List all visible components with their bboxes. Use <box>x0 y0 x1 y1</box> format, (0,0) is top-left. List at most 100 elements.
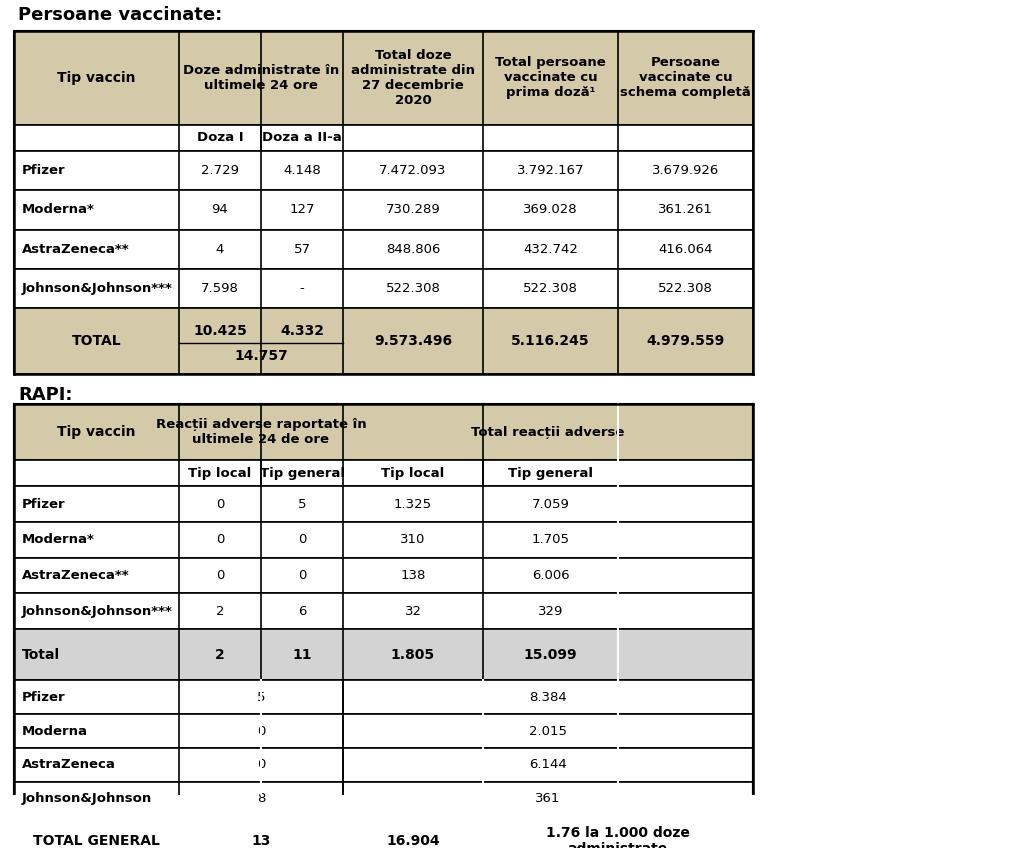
Text: 2.729: 2.729 <box>201 164 239 177</box>
Bar <box>14 748 753 782</box>
Text: 730.289: 730.289 <box>386 204 440 216</box>
Text: AstraZeneca**: AstraZeneca** <box>22 243 130 256</box>
Text: Total: Total <box>22 648 60 661</box>
Text: 15.099: 15.099 <box>523 648 578 661</box>
Text: Doza I: Doza I <box>197 131 244 144</box>
Text: AstraZeneca: AstraZeneca <box>22 758 116 772</box>
Text: Tip local: Tip local <box>381 466 444 480</box>
Bar <box>14 816 753 848</box>
Text: 369.028: 369.028 <box>523 204 578 216</box>
Text: 0: 0 <box>216 533 224 546</box>
Bar <box>14 487 753 522</box>
Bar <box>14 782 753 816</box>
Text: Johnson&Johnson***: Johnson&Johnson*** <box>22 282 173 295</box>
Text: 2: 2 <box>215 648 225 661</box>
Bar <box>14 594 753 629</box>
Text: 7.598: 7.598 <box>201 282 239 295</box>
Text: Total persoane
vaccinate cu
prima doză¹: Total persoane vaccinate cu prima doză¹ <box>496 56 606 99</box>
Text: 522.308: 522.308 <box>386 282 440 295</box>
Text: Doze administrate în
ultimele 24 ore: Doze administrate în ultimele 24 ore <box>183 64 339 92</box>
Text: 416.064: 416.064 <box>658 243 713 256</box>
Text: Total doze
administrate din
27 decembrie
2020: Total doze administrate din 27 decembrie… <box>351 49 475 107</box>
Bar <box>14 125 753 151</box>
Text: 310: 310 <box>400 533 426 546</box>
Text: Pfizer: Pfizer <box>22 691 66 704</box>
Text: 14.757: 14.757 <box>234 349 288 363</box>
Text: 1.705: 1.705 <box>531 533 569 546</box>
Bar <box>14 680 753 714</box>
Text: 32: 32 <box>404 605 422 617</box>
Text: 8.384: 8.384 <box>529 691 567 704</box>
Bar <box>14 309 753 374</box>
Text: Moderna*: Moderna* <box>22 533 95 546</box>
Text: 5: 5 <box>298 498 306 510</box>
Text: RAPI:: RAPI: <box>18 386 73 404</box>
Bar <box>14 460 753 487</box>
Bar <box>14 269 753 309</box>
Text: 4: 4 <box>216 243 224 256</box>
Text: 138: 138 <box>400 569 426 582</box>
Text: 0: 0 <box>257 724 265 738</box>
Bar <box>14 714 753 748</box>
Text: Johnson&Johnson: Johnson&Johnson <box>22 792 153 805</box>
Text: Tip vaccin: Tip vaccin <box>57 425 136 439</box>
Text: 94: 94 <box>212 204 228 216</box>
Text: Moderna*: Moderna* <box>22 204 95 216</box>
Text: 10.425: 10.425 <box>194 324 247 338</box>
Bar <box>14 558 753 594</box>
Text: 5: 5 <box>257 691 265 704</box>
Text: 1.76 la 1.000 doze
administrate: 1.76 la 1.000 doze administrate <box>546 826 690 848</box>
Text: 0: 0 <box>216 569 224 582</box>
Text: 6: 6 <box>298 605 306 617</box>
Text: TOTAL: TOTAL <box>72 334 121 349</box>
Bar <box>14 404 753 848</box>
Text: 9.573.496: 9.573.496 <box>374 334 452 349</box>
Text: Tip vaccin: Tip vaccin <box>57 70 136 85</box>
Text: Reacții adverse raportate în
ultimele 24 de ore: Reacții adverse raportate în ultimele 24… <box>156 418 367 446</box>
Text: 848.806: 848.806 <box>386 243 440 256</box>
Text: Doza a II-a: Doza a II-a <box>262 131 342 144</box>
Text: 0: 0 <box>298 569 306 582</box>
Text: 361: 361 <box>536 792 561 805</box>
Text: 11: 11 <box>292 648 311 661</box>
Text: 3.792.167: 3.792.167 <box>517 164 585 177</box>
Text: Tip general: Tip general <box>508 466 593 480</box>
Bar <box>14 230 753 269</box>
Text: 522.308: 522.308 <box>658 282 713 295</box>
Text: Moderna: Moderna <box>22 724 88 738</box>
Text: 0: 0 <box>257 758 265 772</box>
Text: 2: 2 <box>216 605 224 617</box>
Text: 432.742: 432.742 <box>523 243 578 256</box>
Text: 6.144: 6.144 <box>529 758 567 772</box>
Text: 0: 0 <box>216 498 224 510</box>
Text: 4.979.559: 4.979.559 <box>646 334 725 349</box>
Text: 5.116.245: 5.116.245 <box>511 334 590 349</box>
Text: Johnson&Johnson***: Johnson&Johnson*** <box>22 605 173 617</box>
Text: Persoane
vaccinate cu
schema completă: Persoane vaccinate cu schema completă <box>621 56 751 99</box>
Text: 0: 0 <box>298 533 306 546</box>
Text: Pfizer: Pfizer <box>22 164 66 177</box>
Bar <box>14 31 753 125</box>
Text: TOTAL GENERAL: TOTAL GENERAL <box>33 834 160 848</box>
Text: 4.148: 4.148 <box>283 164 321 177</box>
Text: Total reacții adverse: Total reacții adverse <box>471 426 625 438</box>
Text: 522.308: 522.308 <box>523 282 578 295</box>
Text: 127: 127 <box>289 204 314 216</box>
Text: Pfizer: Pfizer <box>22 498 66 510</box>
Text: 16.904: 16.904 <box>386 834 440 848</box>
Text: 7.059: 7.059 <box>531 498 569 510</box>
Bar <box>14 151 753 190</box>
Bar <box>14 522 753 558</box>
Text: -: - <box>300 282 304 295</box>
Text: AstraZeneca**: AstraZeneca** <box>22 569 130 582</box>
Text: Persoane vaccinate:: Persoane vaccinate: <box>18 6 222 24</box>
Text: 1.805: 1.805 <box>391 648 435 661</box>
Text: 4.332: 4.332 <box>280 324 324 338</box>
Text: Tip local: Tip local <box>188 466 252 480</box>
Text: 13: 13 <box>251 834 270 848</box>
Text: 1.325: 1.325 <box>394 498 432 510</box>
Text: 2.015: 2.015 <box>529 724 567 738</box>
Bar <box>14 404 753 460</box>
Text: 6.006: 6.006 <box>531 569 569 582</box>
Text: 3.679.926: 3.679.926 <box>652 164 719 177</box>
